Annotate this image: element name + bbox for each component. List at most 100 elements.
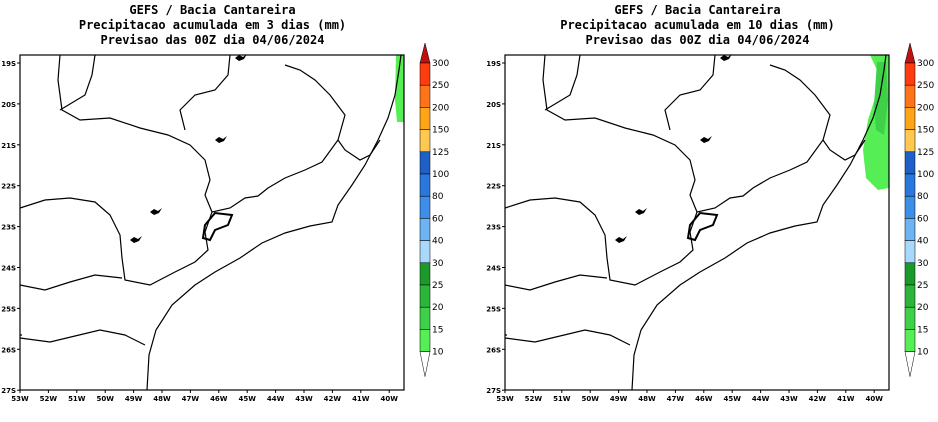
map-frame [504, 54, 890, 391]
colorbar-label: 200 [432, 103, 449, 113]
title-line-3: Previsao das 00Z dia 04/06/2024 [585, 33, 810, 47]
map-frame [19, 54, 405, 391]
colorbar-segment [904, 173, 916, 197]
water-body [720, 54, 732, 61]
colorbar-label: 250 [432, 81, 449, 91]
precipitation-area [395, 55, 404, 122]
colorbar-segment [904, 107, 916, 130]
lat-tick-label: 19S [486, 60, 501, 68]
title-line-1: GEFS / Bacia Cantareira [129, 3, 296, 17]
lon-tick-label: 41W [837, 395, 855, 403]
colorbar-segment [419, 151, 431, 175]
lat-tick-label: 20S [1, 101, 16, 109]
lon-tick-label: 49W [610, 395, 628, 403]
colorbar-label: 15 [917, 325, 928, 335]
lat-tick-label: 23S [1, 224, 16, 232]
colorbar-segment [904, 240, 916, 264]
lat-tick-label: 25S [1, 305, 16, 313]
colorbar-label: 20 [917, 303, 929, 313]
colorbar-segment [904, 329, 916, 352]
water-body [700, 136, 712, 143]
lon-tick-label: 43W [780, 395, 798, 403]
colorbar-label: 200 [917, 103, 934, 113]
colorbar-label: 125 [917, 148, 934, 158]
lon-tick-label: 48W [638, 395, 656, 403]
state-border-ms [505, 54, 581, 336]
colorbar-segment [419, 129, 431, 153]
title-line-2: Precipitacao acumulada em 3 dias (mm) [78, 18, 347, 32]
water-body [235, 54, 247, 61]
lon-tick-label: 46W [210, 395, 228, 403]
lat-tick-label: 23S [486, 224, 501, 232]
lon-tick-label: 53W [496, 395, 514, 403]
lat-tick-label: 21S [1, 142, 16, 150]
lon-tick-label: 42W [809, 395, 827, 403]
colorbar-segment [904, 129, 916, 153]
coastline [146, 54, 402, 391]
lat-tick-label: 20S [486, 101, 501, 109]
colorbar-segment [419, 107, 431, 130]
state-border-rj [337, 139, 381, 161]
lon-tick-label: 47W [182, 395, 200, 403]
colorbar-label: 40 [917, 237, 929, 247]
lat-tick-label: 26S [486, 346, 501, 354]
title-line-2: Precipitacao acumulada em 10 dias (mm) [560, 18, 835, 32]
lat-tick-label: 27S [1, 387, 16, 395]
colorbar-label: 30 [917, 259, 929, 269]
colorbar-label: 250 [917, 81, 934, 91]
lon-tick-label: 44W [752, 395, 770, 403]
colorbar-label: 80 [432, 192, 444, 202]
map-title: GEFS / Bacia Cantareira Precipitacao acu… [485, 3, 910, 48]
colorbar-segment [904, 284, 916, 308]
colorbar-label: 10 [432, 348, 444, 358]
lat-tick-label: 22S [486, 183, 501, 191]
colorbar-segment [904, 84, 916, 108]
lon-tick-label: 45W [238, 395, 256, 403]
water-body [130, 236, 142, 243]
lon-tick-label: 49W [125, 395, 143, 403]
lon-tick-label: 44W [267, 395, 285, 403]
coastline [631, 54, 887, 391]
colorbar-label: 80 [917, 192, 929, 202]
water-body [215, 136, 227, 143]
colorbar-segment [419, 262, 431, 286]
colorbar-label: 125 [432, 148, 449, 158]
lon-tick-label: 47W [667, 395, 685, 403]
state-border-mg [57, 54, 213, 213]
colorbar-label: 60 [432, 214, 444, 224]
lon-tick-label: 51W [68, 395, 86, 403]
lon-tick-label: 42W [324, 395, 342, 403]
lat-tick-label: 27S [486, 387, 501, 395]
colorbar-label: 30 [432, 259, 444, 269]
colorbar-upper-arrow [904, 42, 916, 64]
colorbar-label: 300 [432, 59, 449, 69]
lon-tick-label: 43W [295, 395, 313, 403]
map-title: GEFS / Bacia Cantareira Precipitacao acu… [0, 3, 425, 48]
colorbar-label: 300 [917, 59, 934, 69]
title-line-3: Previsao das 00Z dia 04/06/2024 [100, 33, 325, 47]
colorbar-segment [904, 62, 916, 86]
lon-tick-label: 40W [865, 395, 883, 403]
colorbar-label: 25 [432, 281, 443, 291]
colorbar-segment [904, 151, 916, 175]
lat-tick-label: 24S [1, 265, 16, 273]
colorbar-label: 150 [432, 126, 449, 136]
state-border-go [179, 54, 231, 131]
state-border-sp [504, 64, 831, 286]
lat-tick-label: 26S [1, 346, 16, 354]
water-body [635, 208, 647, 215]
state-border-pr [504, 274, 631, 346]
colorbar-segment [419, 306, 431, 330]
state-border-rj [822, 139, 866, 161]
colorbar: 10 15 20 25 30 40 60 80 100 125 150 200 250 300 [904, 42, 934, 377]
lon-tick-label: 53W [11, 395, 29, 403]
colorbar-label: 40 [432, 237, 444, 247]
lon-tick-label: 52W [525, 395, 543, 403]
colorbar-lower-arrow [419, 351, 431, 377]
state-border-pr [19, 274, 146, 346]
colorbar-segment [904, 218, 916, 241]
bay-area [686, 211, 719, 242]
